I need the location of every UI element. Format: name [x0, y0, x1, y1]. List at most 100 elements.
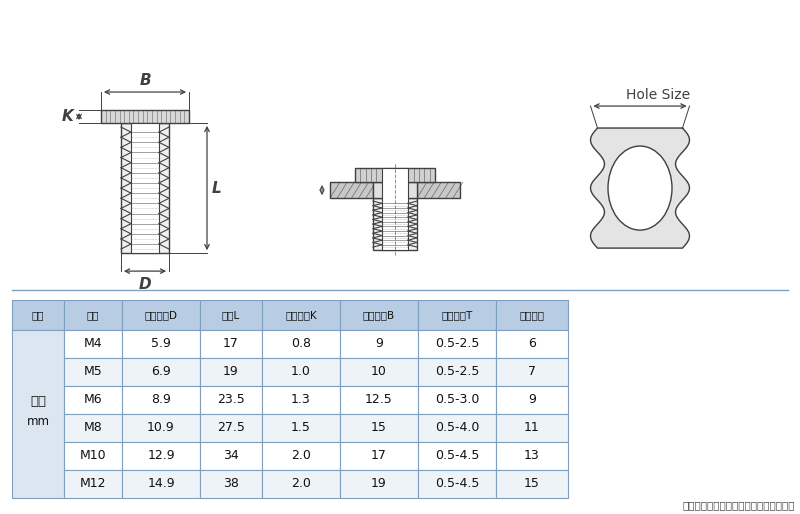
Text: 开孔尺寸: 开孔尺寸 [519, 310, 545, 320]
Text: 12.9: 12.9 [147, 449, 175, 463]
Bar [340, 330, 418, 358]
Text: 10: 10 [371, 365, 387, 378]
Bar [122, 386, 200, 414]
Text: 27.5: 27.5 [217, 421, 245, 434]
Text: 公制: 公制 [30, 395, 46, 409]
Text: 12.5: 12.5 [365, 393, 393, 407]
Bar [340, 386, 418, 414]
Text: K: K [62, 109, 74, 124]
Bar [122, 442, 200, 470]
Text: 17: 17 [223, 337, 239, 351]
Text: 38: 38 [223, 478, 239, 490]
Polygon shape [590, 128, 690, 248]
Bar [418, 358, 496, 386]
Text: 0.5-3.0: 0.5-3.0 [435, 393, 479, 407]
Text: L: L [212, 180, 222, 195]
Bar [64, 442, 122, 470]
Text: 11: 11 [524, 421, 540, 434]
Text: M10: M10 [80, 449, 106, 463]
Bar [496, 300, 568, 330]
Bar [200, 330, 262, 358]
Polygon shape [131, 123, 159, 253]
Bar [418, 414, 496, 442]
Bar [340, 358, 418, 386]
Text: 0.5-4.5: 0.5-4.5 [435, 449, 479, 463]
Bar [340, 300, 418, 330]
Bar [496, 386, 568, 414]
Text: 7: 7 [528, 365, 536, 378]
Text: 9: 9 [528, 393, 536, 407]
Bar [64, 386, 122, 414]
Bar [64, 300, 122, 330]
Polygon shape [373, 198, 417, 250]
Text: 注：产品存在正负公差，介意者请慎拍！: 注：产品存在正负公差，介意者请慎拍！ [682, 500, 795, 510]
Bar [418, 330, 496, 358]
Bar [12, 300, 64, 330]
Bar [122, 414, 200, 442]
Bar [340, 414, 418, 442]
Text: 14.9: 14.9 [147, 478, 175, 490]
Text: 19: 19 [371, 478, 387, 490]
Text: 10.9: 10.9 [147, 421, 175, 434]
Bar [496, 470, 568, 498]
Bar [262, 442, 340, 470]
Text: 头部厚度K: 头部厚度K [285, 310, 317, 320]
Bar [340, 470, 418, 498]
Bar [262, 358, 340, 386]
Text: 0.5-2.5: 0.5-2.5 [435, 365, 479, 378]
Polygon shape [382, 168, 408, 250]
Ellipse shape [608, 146, 672, 230]
Bar [64, 330, 122, 358]
Text: 1.5: 1.5 [291, 421, 311, 434]
Text: 长度L: 长度L [222, 310, 240, 320]
Polygon shape [373, 182, 417, 198]
Text: 0.5-4.0: 0.5-4.0 [435, 421, 479, 434]
Bar [262, 414, 340, 442]
Bar [200, 442, 262, 470]
Polygon shape [121, 123, 169, 253]
Bar [496, 358, 568, 386]
Text: 规格: 规格 [86, 310, 99, 320]
Bar [418, 470, 496, 498]
Text: 0.5-2.5: 0.5-2.5 [435, 337, 479, 351]
Text: 单位: 单位 [32, 310, 44, 320]
Polygon shape [330, 182, 373, 198]
Bar [418, 386, 496, 414]
Text: 2.0: 2.0 [291, 449, 311, 463]
Text: 0.5-4.5: 0.5-4.5 [435, 478, 479, 490]
Text: 15: 15 [524, 478, 540, 490]
Text: 19: 19 [223, 365, 239, 378]
Text: M8: M8 [84, 421, 102, 434]
Polygon shape [101, 110, 189, 123]
Bar [200, 358, 262, 386]
Bar [340, 442, 418, 470]
Bar [64, 358, 122, 386]
Bar [64, 470, 122, 498]
Bar [262, 300, 340, 330]
Text: Hole Size: Hole Size [626, 88, 690, 102]
Text: 0.8: 0.8 [291, 337, 311, 351]
Bar [262, 386, 340, 414]
Text: D: D [138, 277, 151, 292]
Bar [496, 330, 568, 358]
Text: 13: 13 [524, 449, 540, 463]
Bar [200, 300, 262, 330]
Bar [418, 300, 496, 330]
Text: 9: 9 [375, 337, 383, 351]
Bar [200, 414, 262, 442]
Text: M5: M5 [84, 365, 102, 378]
Bar [122, 300, 200, 330]
Bar [12, 330, 64, 498]
Text: 6.9: 6.9 [151, 365, 171, 378]
Text: 6: 6 [528, 337, 536, 351]
Text: 34: 34 [223, 449, 239, 463]
Bar [200, 470, 262, 498]
Text: 17: 17 [371, 449, 387, 463]
Bar [122, 358, 200, 386]
Text: 5.9: 5.9 [151, 337, 171, 351]
Text: M4: M4 [84, 337, 102, 351]
Text: 1.0: 1.0 [291, 365, 311, 378]
Polygon shape [417, 182, 460, 198]
Text: 1.3: 1.3 [291, 393, 311, 407]
Text: M6: M6 [84, 393, 102, 407]
